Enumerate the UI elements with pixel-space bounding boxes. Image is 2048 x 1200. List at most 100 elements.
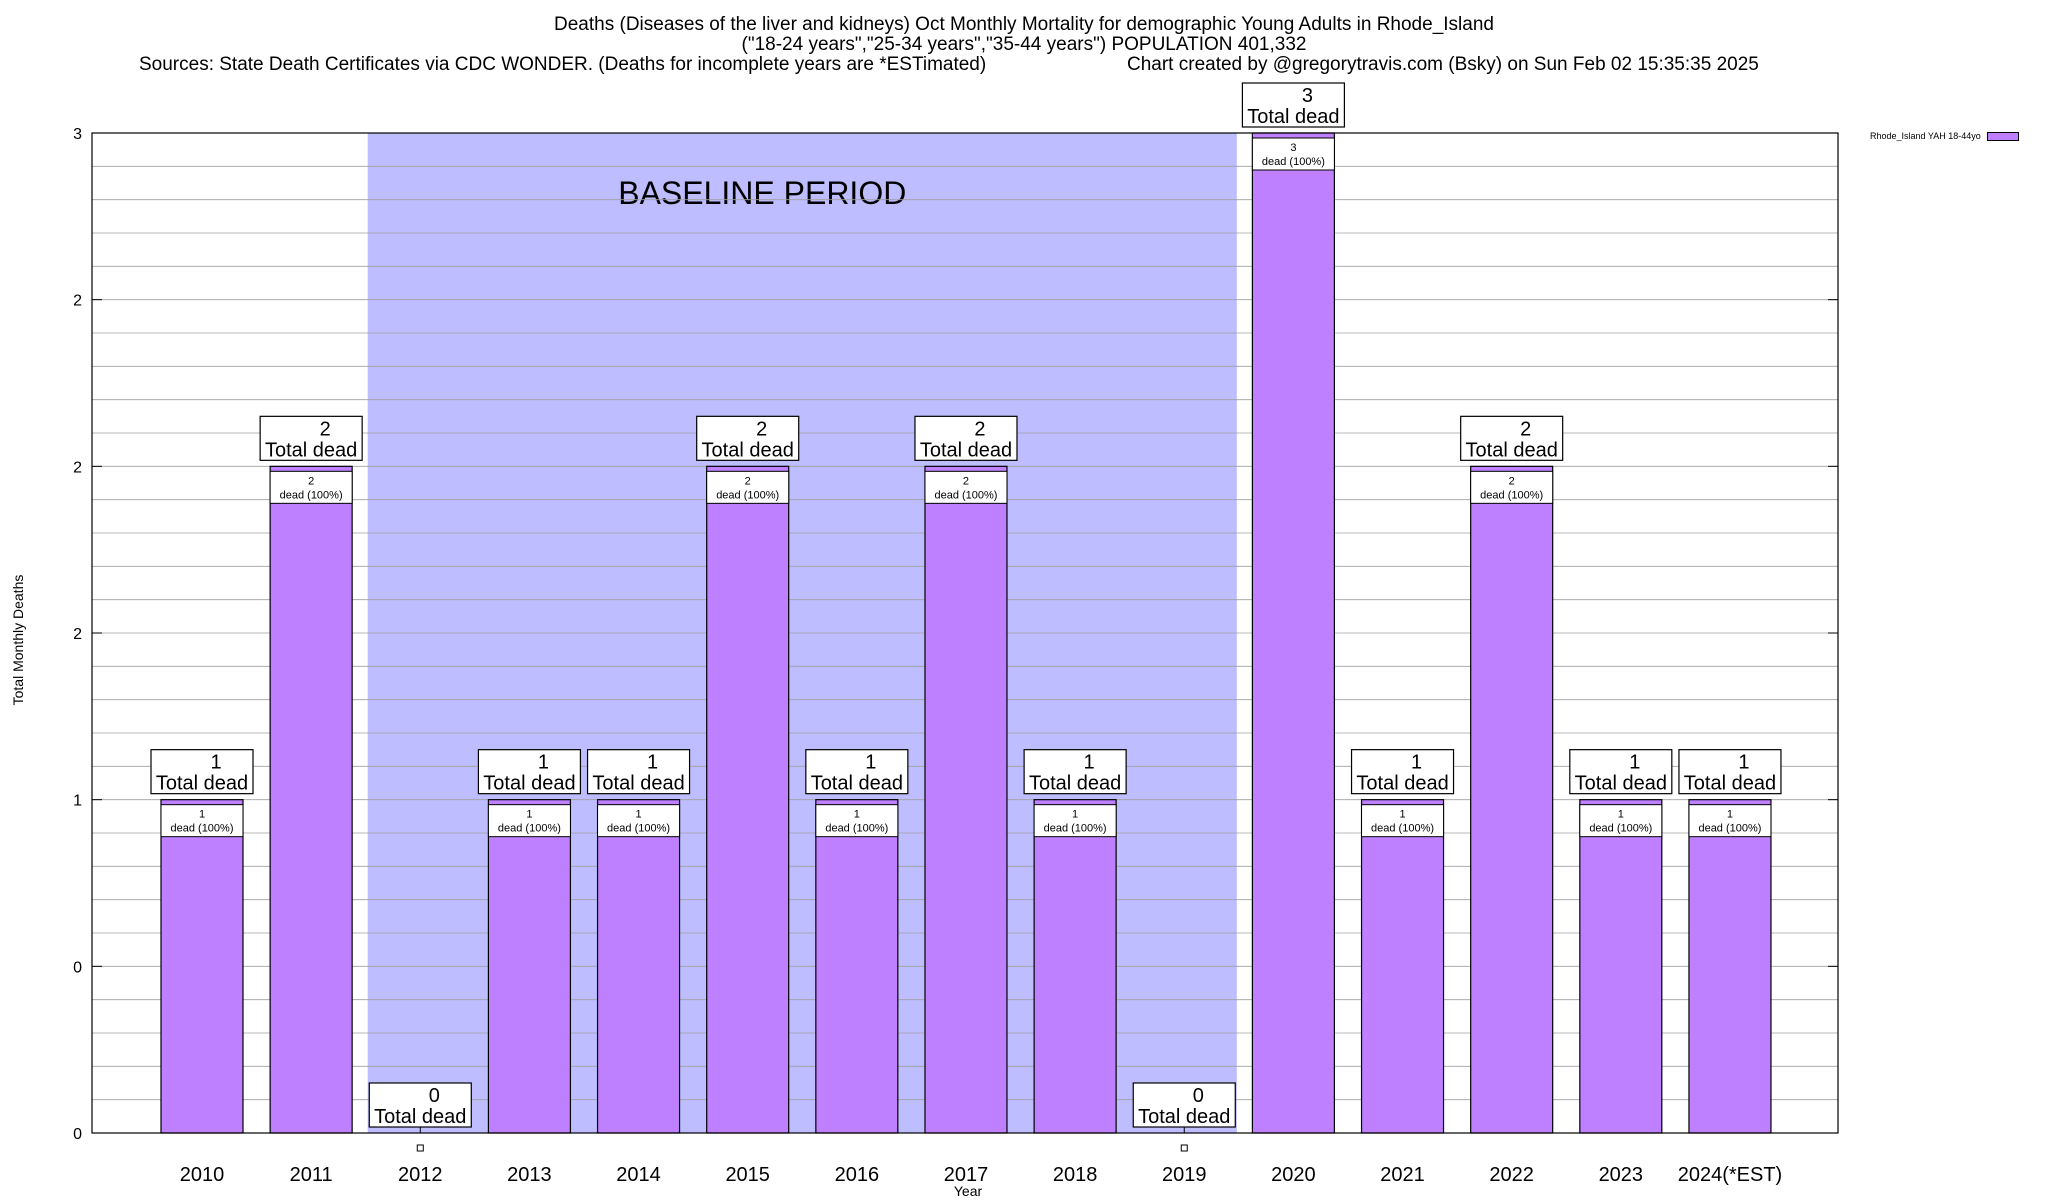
total-label-text: Total dead <box>1356 773 1448 795</box>
legend-swatch <box>1986 131 2019 141</box>
total-label-value: 2 <box>974 418 985 440</box>
x-tick-label: 2012 <box>398 1164 443 1186</box>
segment-label-box <box>1033 804 1117 838</box>
zero-marker <box>1180 1144 1188 1152</box>
chart-sources: Sources: State Death Certificates via CD… <box>139 54 987 75</box>
total-label-text: Total dead <box>592 773 684 795</box>
bar <box>1360 799 1445 1134</box>
total-label-value: 3 <box>1302 85 1313 107</box>
total-label-box <box>259 415 363 461</box>
total-label-text: Total dead <box>1684 773 1776 795</box>
total-label-box <box>1350 749 1455 795</box>
bar <box>1251 132 1336 1134</box>
total-label-value: 2 <box>320 418 331 440</box>
total-label-value: 1 <box>865 752 876 774</box>
legend-label: Rhode_Island YAH 18-44yo <box>1870 131 1981 141</box>
segment-label-value: 2 <box>963 475 969 487</box>
total-label-text: Total dead <box>483 773 575 795</box>
total-label-box <box>477 749 582 795</box>
segment-label-text: dead (100%) <box>171 823 234 835</box>
chart-credit: Chart created by @gregorytravis.com (Bsk… <box>1127 54 1759 75</box>
x-tick-label: 2017 <box>944 1164 989 1186</box>
bar <box>269 465 353 1134</box>
total-label-text: Total dead <box>702 439 794 461</box>
total-label-text: Total dead <box>811 773 903 795</box>
y-tick-label: 2 <box>73 626 82 643</box>
total-label-box <box>1569 749 1673 795</box>
total-label-value: 1 <box>1411 752 1422 774</box>
x-tick-label: 2019 <box>1162 1164 1207 1186</box>
total-label-box <box>368 1082 472 1128</box>
y-tick-label: 0 <box>73 1126 82 1143</box>
segment-label-text: dead (100%) <box>607 823 670 835</box>
bar <box>160 799 244 1134</box>
x-tick-label: 2023 <box>1599 1164 1644 1186</box>
bar <box>1470 465 1554 1134</box>
total-label-box <box>1678 749 1782 795</box>
segment-label-text: dead (100%) <box>1044 823 1107 835</box>
segment-label-box <box>487 804 571 838</box>
segment-label-box <box>1688 804 1772 838</box>
y-tick-label: 1 <box>73 793 82 810</box>
total-label-value: 1 <box>210 752 221 774</box>
total-label-text: Total dead <box>1029 773 1121 795</box>
segment-label-value: 1 <box>635 809 641 821</box>
segment-label-value: 1 <box>1072 809 1078 821</box>
segment-label-box <box>1470 470 1554 504</box>
segment-label-text: dead (100%) <box>934 489 997 501</box>
x-tick-label: 2018 <box>1053 1164 1098 1186</box>
segment-label-text: dead (100%) <box>1480 489 1543 501</box>
segment-label-value: 1 <box>526 809 532 821</box>
y-tick-label: 0 <box>73 959 82 976</box>
segment-label-value: 1 <box>1727 809 1733 821</box>
bar <box>487 799 572 1134</box>
segment-label-box <box>815 804 899 838</box>
segment-label-value: 2 <box>308 475 314 487</box>
x-tick-label: 2024(*EST) <box>1678 1164 1783 1186</box>
total-label-box <box>586 749 691 795</box>
total-label-box <box>696 415 800 461</box>
total-label-value: 0 <box>1193 1085 1204 1107</box>
segment-label-text: dead (100%) <box>716 489 779 501</box>
x-tick-label: 2021 <box>1380 1164 1425 1186</box>
bar <box>596 799 681 1134</box>
bar <box>815 799 899 1134</box>
total-label-box <box>150 749 254 795</box>
total-label-text: Total dead <box>265 439 357 461</box>
segment-label-value: 3 <box>1290 142 1296 154</box>
total-label-value: 1 <box>1738 752 1749 774</box>
segment-label-text: dead (100%) <box>1262 156 1325 168</box>
bar <box>1688 799 1772 1134</box>
bar <box>924 465 1008 1134</box>
segment-label-box <box>1361 804 1445 838</box>
x-tick-label: 2013 <box>507 1164 552 1186</box>
segment-label-box <box>924 470 1008 504</box>
total-label-value: 1 <box>1084 752 1095 774</box>
legend: Rhode_Island YAH 18-44yo <box>1870 131 2019 141</box>
segment-label-text: dead (100%) <box>280 489 343 501</box>
total-label-box <box>1460 415 1564 461</box>
zero-marker <box>416 1144 424 1152</box>
y-tick-label: 2 <box>73 293 82 310</box>
plot-frame <box>91 132 1839 1134</box>
segment-label-text: dead (100%) <box>1371 823 1434 835</box>
segment-label-text: dead (100%) <box>498 823 561 835</box>
total-label-value: 1 <box>1629 752 1640 774</box>
total-label-text: Total dead <box>1138 1106 1230 1128</box>
total-label-text: Total dead <box>920 439 1012 461</box>
total-label-text: Total dead <box>1466 439 1558 461</box>
total-label-text: Total dead <box>156 773 248 795</box>
total-label-value: 2 <box>756 418 767 440</box>
segment-label-box <box>1579 804 1663 838</box>
x-tick-label: 2022 <box>1489 1164 1534 1186</box>
bar <box>706 465 790 1134</box>
segment-label-value: 1 <box>199 809 205 821</box>
total-label-box <box>1132 1082 1236 1128</box>
x-axis-label: Year <box>953 1183 983 1199</box>
total-label-value: 1 <box>538 752 549 774</box>
total-label-value: 1 <box>647 752 658 774</box>
segment-label-box <box>597 804 681 838</box>
segment-label-value: 2 <box>1509 475 1515 487</box>
segment-label-text: dead (100%) <box>825 823 888 835</box>
